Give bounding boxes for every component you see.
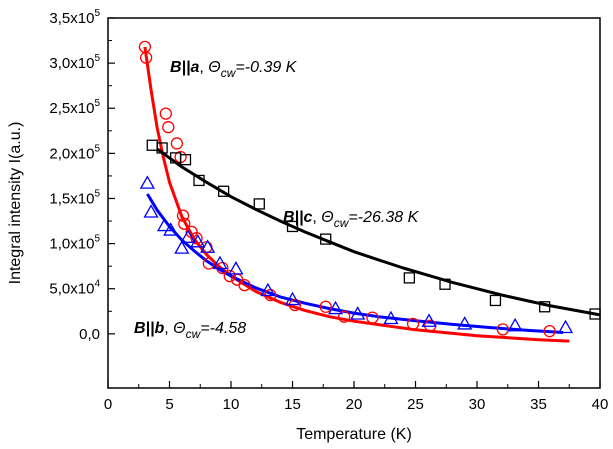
data-point-a [162,121,175,134]
annotation-a-theta: Θ [208,59,220,76]
data-point-a [178,217,191,230]
data-point-a [223,269,236,283]
x-axis: 0 5 10 15 20 25 30 35 40 [104,381,609,413]
data-point-b [507,317,523,332]
data-point-b [163,222,179,236]
data-point-c [403,272,416,284]
data-point-c [193,174,205,187]
data-point-b [383,310,399,325]
annotation-a-value: =-0.39 K [235,59,297,76]
data-point-b [228,261,244,275]
data-point-a [176,209,190,222]
data-point-a [338,310,351,323]
data-point-b [156,217,173,232]
y-tick-label: 1,0x105 [49,234,100,253]
annotation-c-theta: Θ [321,209,333,226]
annotation-c-bold: B||c [283,209,313,226]
annotation-b-sub: cw [186,327,202,341]
data-point-c [489,294,502,307]
x-tick-label: 30 [469,396,486,413]
annotation-c-sub: cw [334,216,350,230]
data-point-a [190,232,203,245]
data-point-b [350,306,366,320]
y-tick-label: 5,0x104 [49,279,100,298]
data-point-a [366,311,379,324]
data-point-a [543,324,556,338]
data-point-a [319,300,332,313]
data-point-c [253,198,265,210]
data-point-a [496,323,509,336]
data-point-b [139,175,155,189]
x-tick-label: 0 [104,396,112,413]
x-tick-label: 25 [407,396,424,413]
annotation-c-value: =-26.38 K [348,209,419,226]
data-point-c [146,139,158,151]
data-point-b [190,233,206,248]
x-tick-label: 5 [165,396,173,413]
x-axis-title: Temperature (K) [296,426,412,443]
data-point-a [238,278,251,292]
fit-curve-b [146,193,564,334]
y-tick-label: 3,0x105 [49,53,100,72]
y-axis-title: Integral intensity I(a.u.) [7,122,24,285]
x-tick-label: 10 [223,396,240,413]
data-point-b [260,282,276,297]
data-point-a [406,317,420,331]
annotation-b-value: =-4.58 [200,320,246,337]
data-point-b [174,240,190,254]
y-tick-label: 2,5x105 [49,98,100,117]
data-point-c [539,301,551,313]
data-point-c [179,154,192,166]
data-point-a [202,257,216,270]
data-point-b [457,316,473,330]
data-point-c [217,185,230,197]
fit-lines [143,46,601,343]
data-point-b [421,313,437,327]
data-point-b [557,319,574,334]
data-point-b [180,229,196,243]
annotation-b-bold: B||b [134,320,165,337]
y-tick-label: 0,0 [79,326,100,343]
y-tick-label: 2,0x105 [49,143,100,162]
data-point-a [170,137,184,150]
data-point-c [286,220,299,233]
data-markers [138,40,601,338]
data-point-b [327,300,344,315]
x-tick-label: 40 [592,396,609,413]
y-axis: 0,0 5,0x104 1,0x105 1,5x105 2,0x105 2,5x105 3,… [49,8,115,343]
fit-curve-c [156,147,601,317]
data-point-a [139,51,153,64]
data-point-c [156,142,168,154]
data-point-b [143,204,159,218]
y-tick-label: 1,5x105 [49,188,100,207]
data-point-b [284,291,301,306]
annotation-b-parallel-a: B||a, Θcw=-0.39 K [170,59,298,80]
annotation-a-sub: cw [221,66,237,80]
x-tick-label: 15 [284,396,301,413]
annotation-b-parallel-b: B||b, Θcw=-4.58 [134,320,246,341]
data-point-b [212,255,228,270]
annotation-b-parallel-c: B||c, Θcw=-26.38 K [283,209,420,230]
x-tick-label: 20 [346,396,363,413]
y-tick-label: 3,5x105 [49,8,100,27]
data-point-a [159,107,172,120]
data-point-c [320,233,332,245]
annotation-b-theta: Θ [173,320,185,337]
data-point-b [200,239,216,253]
x-tick-label: 35 [530,396,547,413]
annotation-a-bold: B||a [170,59,200,76]
data-point-c [439,278,451,290]
